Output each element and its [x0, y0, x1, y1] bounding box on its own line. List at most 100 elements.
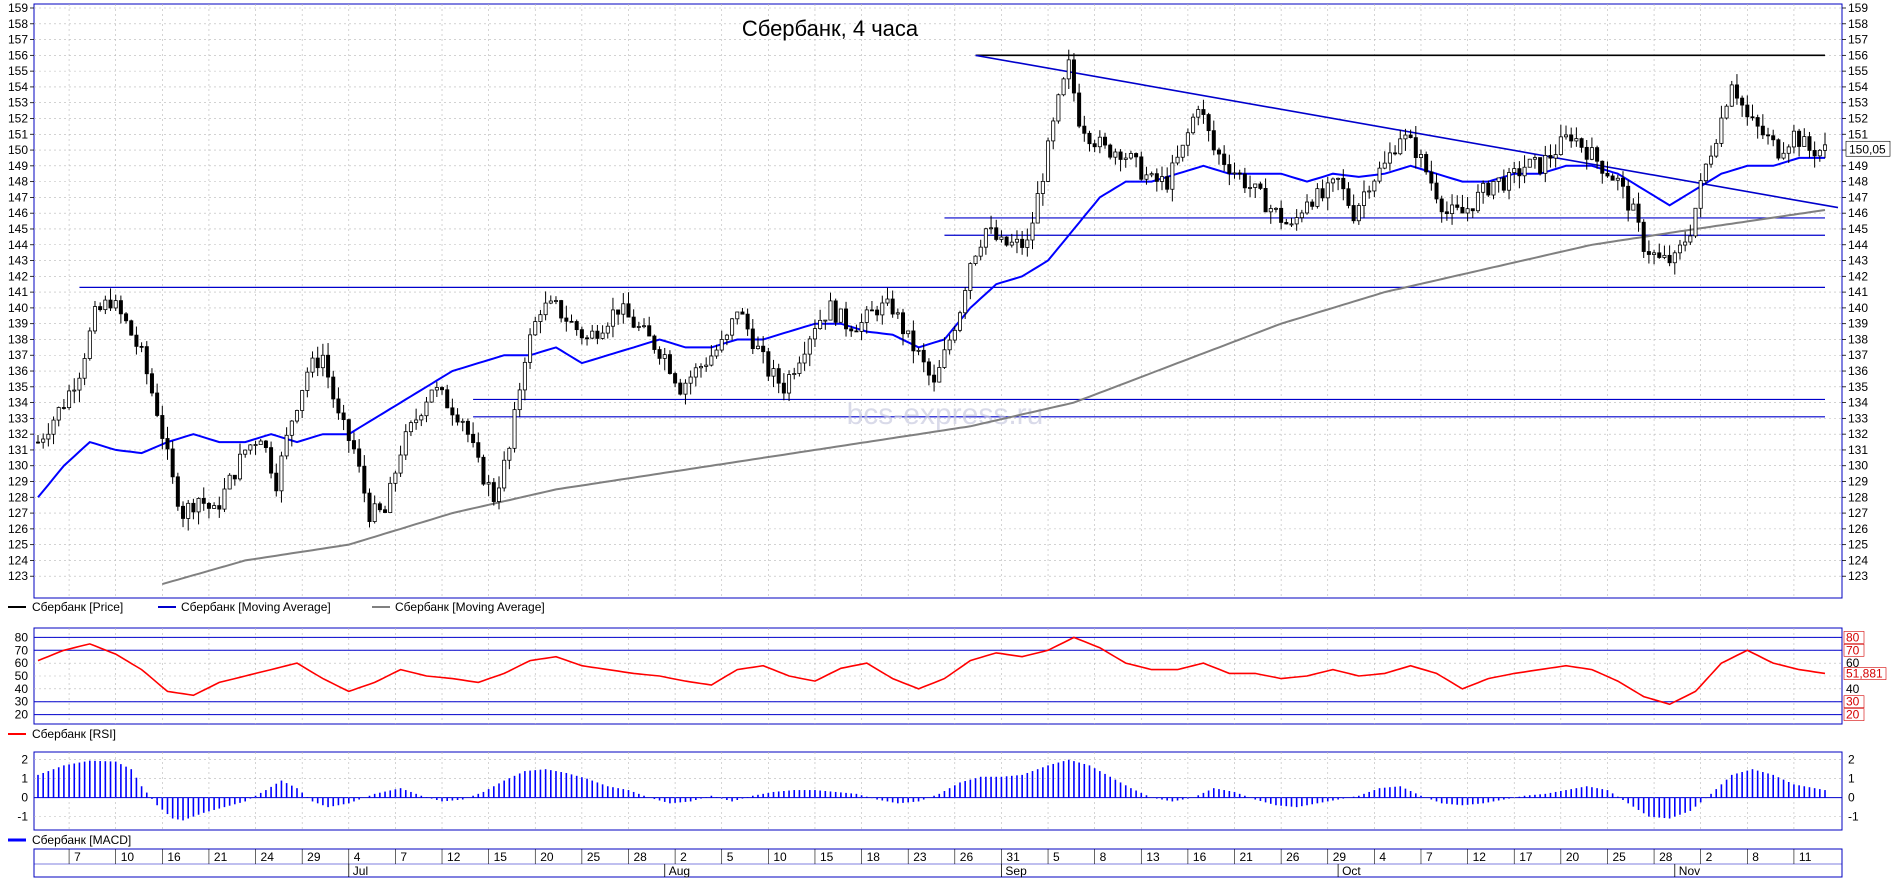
- candle-up: [1781, 152, 1786, 159]
- candle-up: [87, 330, 92, 359]
- rsi-right-label-box: [1843, 695, 1865, 709]
- candle-up: [1418, 154, 1423, 158]
- candle-up: [1507, 172, 1512, 191]
- candle-down: [1258, 183, 1263, 189]
- candle-down: [1766, 134, 1771, 137]
- candle-up: [1553, 154, 1558, 159]
- legend-macd-label: Сбербанк [MACD]: [32, 833, 131, 847]
- candle-down: [232, 474, 237, 480]
- candle-down: [129, 320, 134, 336]
- x-month-label: Jul: [353, 864, 368, 878]
- x-day-label: 11: [1799, 850, 1812, 864]
- candle-up: [709, 355, 714, 366]
- price-y-tick-label-left: 134: [8, 396, 28, 410]
- candle-up: [1289, 223, 1294, 226]
- candle-down: [616, 309, 621, 315]
- candle-down: [450, 407, 455, 416]
- candle-up: [1315, 188, 1320, 207]
- candle-down: [667, 354, 672, 374]
- candle-up: [1491, 181, 1496, 196]
- candle-down: [362, 465, 367, 494]
- candle-up: [393, 472, 398, 484]
- candle-up: [880, 302, 885, 316]
- candle-down: [585, 337, 590, 340]
- candle-up: [56, 407, 61, 421]
- candle-up: [1693, 207, 1698, 237]
- price-y-tick-label-right: 153: [1848, 96, 1868, 110]
- x-day-labels: 7 10 16 21 24 29 4 7 12 15 20 25 28 2 5 10 15 18 23 26 31 5 8 1…: [68, 849, 1812, 864]
- candle-up: [714, 349, 719, 357]
- x-day-label: 15: [494, 850, 508, 864]
- candle-up: [1672, 252, 1677, 264]
- legend-ma-slow-label: Сбербанк [Moving Average]: [395, 600, 545, 614]
- candle-up: [1025, 239, 1030, 248]
- candle-down: [1812, 150, 1817, 157]
- price-candles: [36, 49, 1828, 531]
- price-y-tick-label-left: 149: [8, 159, 28, 173]
- candle-down: [1279, 207, 1284, 223]
- candle-up: [1817, 149, 1822, 157]
- price-y-tick-label-right: 149: [1848, 159, 1868, 173]
- candle-down: [1740, 97, 1745, 106]
- price-y-tick-label-right: 126: [1848, 522, 1868, 536]
- candle-up: [1325, 182, 1330, 199]
- price-y-tick-label-right: 127: [1848, 506, 1868, 520]
- candle-down: [1439, 198, 1444, 213]
- candle-down: [134, 334, 139, 347]
- price-y-tick-label-right: 152: [1848, 111, 1868, 125]
- candle-up: [253, 444, 258, 446]
- candle-up: [1709, 155, 1714, 165]
- candle-down: [1548, 155, 1553, 159]
- candle-up: [507, 447, 512, 461]
- candle-up: [787, 374, 792, 394]
- candle-down: [1605, 172, 1610, 177]
- candle-up: [408, 422, 413, 433]
- candle-up: [1185, 132, 1190, 146]
- candle-up: [1040, 180, 1045, 194]
- candle-up: [1688, 235, 1693, 243]
- x-day-label: 18: [867, 850, 881, 864]
- candle-up: [1123, 157, 1128, 160]
- x-day-label: 31: [1006, 850, 1020, 864]
- candle-up: [1113, 151, 1118, 158]
- price-y-tick-label-right: 141: [1848, 285, 1868, 299]
- candle-up: [238, 453, 243, 480]
- candle-down: [1393, 152, 1398, 155]
- price-y-tick-label-right: 159: [1848, 1, 1868, 15]
- rsi-y-tick-label: 80: [15, 630, 29, 644]
- candle-down: [155, 392, 160, 416]
- candle-down: [1538, 157, 1543, 174]
- candle-up: [372, 503, 377, 522]
- price-y-tick-label-right: 142: [1848, 269, 1868, 283]
- price-y-tick-label-right: 155: [1848, 64, 1868, 78]
- price-grid: [34, 4, 1842, 598]
- candle-up: [605, 325, 610, 334]
- candle-down: [1595, 147, 1600, 162]
- candle-down: [217, 505, 222, 510]
- candle-up: [1631, 203, 1636, 211]
- candle-down: [1755, 117, 1760, 127]
- macd-legend: Сбербанк [MACD]: [8, 833, 131, 847]
- x-month-label: Aug: [669, 864, 690, 878]
- rsi-legend: Сбербанк [RSI]: [8, 727, 116, 741]
- candle-up: [1589, 147, 1594, 160]
- candle-up: [693, 367, 698, 378]
- candle-up: [1066, 59, 1071, 80]
- price-y-tick-label-left: 133: [8, 411, 28, 425]
- candle-up: [1056, 94, 1061, 122]
- macd-panel: -1 -1 0 0 1 1 2 2: [17, 751, 1859, 831]
- price-y-tick-label-left: 156: [8, 48, 28, 62]
- candle-down: [890, 298, 895, 315]
- candle-down: [367, 492, 372, 522]
- x-axis: 7 10 16 21 24 29 4 7 12 15 20 25 28 2 5 10 15 18 23 26 31 5 8 1…: [33, 848, 1843, 878]
- candle-down: [911, 330, 916, 352]
- candle-up: [1698, 180, 1703, 209]
- x-month-labels: Jul Aug Sep Oct Nov: [348, 864, 1700, 878]
- candle-up: [957, 312, 962, 331]
- candle-down: [1154, 173, 1159, 182]
- rsi-line: [37, 636, 1826, 706]
- candle-down: [1501, 177, 1506, 191]
- candle-up: [460, 420, 465, 423]
- candle-down: [678, 382, 683, 395]
- price-y-tick-label-left: 145: [8, 222, 28, 236]
